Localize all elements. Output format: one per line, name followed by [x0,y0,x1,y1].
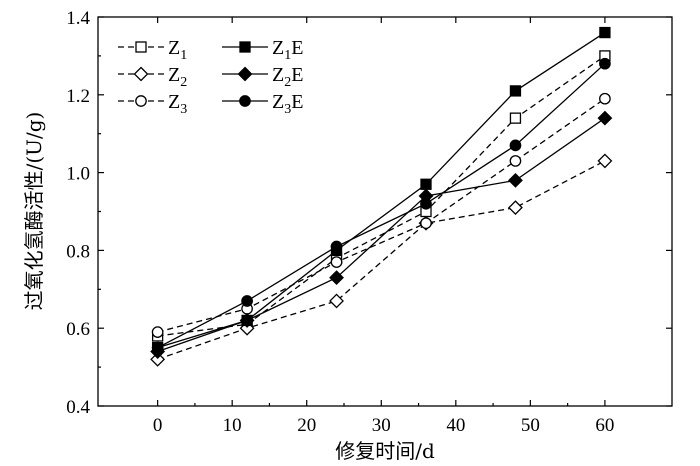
y-axis-title: 过氧化氢酶活性/(U/g) [22,112,46,311]
legend-label: Z3 [168,91,187,117]
legend-label: Z2E [272,64,303,90]
data-point [597,110,613,126]
legend-label: Z3E [272,91,303,117]
series-line [157,117,606,353]
series-line [157,32,606,349]
x-tick-label: 10 [223,415,242,436]
data-point [508,172,523,188]
data-point [597,153,613,169]
data-point [599,92,611,105]
y-tick-label: 1.4 [66,8,90,29]
x-tick-label: 0 [153,415,163,436]
x-tick-label: 50 [521,415,540,436]
series-lines [157,32,606,360]
data-point [329,293,344,309]
data-point [509,85,522,97]
data-point [420,217,432,230]
legend-marker [239,95,251,107]
y-tick-label: 1.0 [66,164,90,185]
legend-marker [237,66,253,82]
x-tick-label: 60 [595,415,614,436]
data-point [599,26,611,39]
legend-marker [135,41,147,53]
legend-label: Z2 [168,64,187,90]
data-point [330,240,343,253]
data-point [509,139,522,152]
data-point [420,197,432,210]
data-point [420,178,432,190]
x-tick-label: 40 [446,415,465,436]
data-point [151,341,164,354]
series-line [157,63,606,349]
legend-label: Z1 [168,37,187,63]
data-point [330,256,343,268]
y-tick-label: 1.2 [66,86,90,107]
data-point [329,270,344,286]
x-tick-label: 20 [297,415,316,436]
x-axis-title: 修复时间/d [335,439,435,463]
chart-axes: 0 10 20 30 40 50 60 0.4 0.6 0.8 1.0 1.2 1.4 [66,8,673,436]
series-line [157,160,606,360]
data-point [508,200,523,216]
data-point [239,313,255,328]
x-tick-label: 30 [372,415,391,436]
legend-marker [239,41,251,53]
legend-marker [135,95,147,107]
legend-label: Z1E [272,37,303,63]
data-point [599,57,611,70]
legend-marker [133,66,149,82]
data-point [150,351,166,367]
y-tick-label: 0.8 [66,241,90,262]
series-line [157,98,606,333]
y-tick-label: 0.6 [66,319,90,340]
data-point [509,112,522,124]
data-point [509,155,522,167]
series-markers [150,26,613,367]
y-tick-label: 0.4 [66,397,90,418]
data-point [241,295,253,307]
data-point [151,326,164,338]
